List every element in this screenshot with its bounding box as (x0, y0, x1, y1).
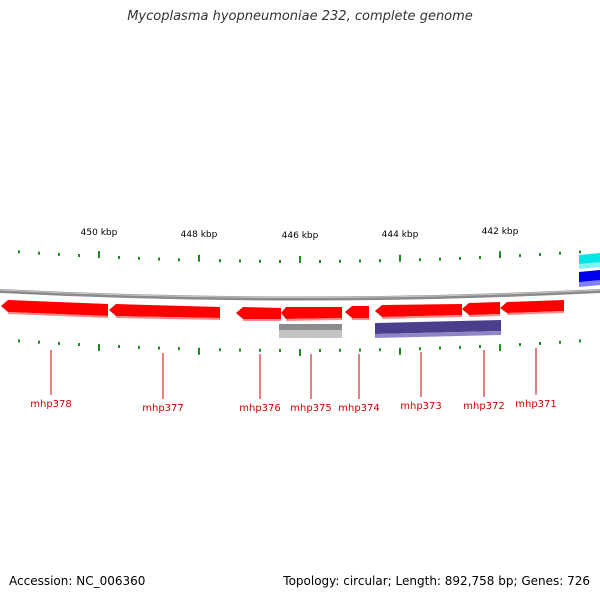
gene-arrows (1, 300, 564, 321)
genome-title: Mycoplasma hyopneumoniae 232, complete g… (127, 9, 473, 24)
gene-label-mhp371[interactable]: mhp371 (515, 399, 557, 410)
gene-arrow-mhp378[interactable] (1, 300, 108, 318)
lower-tick-row (18, 339, 581, 356)
scale-labels: 450 kbp 448 kbp 446 kbp 444 kbp 442 kbp (81, 227, 519, 241)
gene-arrow-mhp372[interactable] (462, 302, 500, 317)
gene-label-mhp373[interactable]: mhp373 (400, 401, 442, 412)
scale-label-444kbp: 444 kbp (382, 230, 419, 240)
gene-label-mhp378[interactable]: mhp378 (30, 399, 72, 410)
scale-label-450kbp: 450 kbp (81, 228, 118, 238)
gene-label-mhp374[interactable]: mhp374 (338, 403, 380, 414)
upper-tick-row (18, 250, 581, 263)
scale-label-442kbp: 442 kbp (482, 227, 519, 237)
genome-summary-text: Topology: circular; Length: 892,758 bp; … (283, 574, 590, 588)
gene-arrow-mhp375[interactable] (281, 307, 342, 321)
cyan-feature (579, 253, 600, 269)
gene-arrow-mhp371[interactable] (500, 300, 564, 315)
gene-label-mhp376[interactable]: mhp376 (239, 403, 281, 414)
gene-arrow-mhp374[interactable] (345, 306, 369, 320)
genome-backbone-highlight (0, 289, 600, 298)
gene-labels: mhp378 mhp377 mhp376 mhp375 mhp374 mhp373 mhp3… (30, 348, 557, 414)
gene-label-mhp375[interactable]: mhp375 (290, 403, 332, 414)
scale-label-448kbp: 448 kbp (181, 230, 218, 240)
gene-label-mhp377[interactable]: mhp377 (142, 403, 184, 414)
scale-label-446kbp: 446 kbp (282, 231, 319, 241)
gene-label-mhp372[interactable]: mhp372 (463, 401, 505, 412)
gene-arrow-mhp373[interactable] (375, 304, 462, 319)
gray-feature (279, 324, 342, 338)
genome-backbone (0, 289, 600, 301)
blue-feature (579, 270, 600, 287)
gene-arrow-mhp376[interactable] (236, 307, 281, 321)
accession-text: Accession: NC_006360 (9, 574, 146, 588)
purple-feature (375, 320, 501, 338)
gene-arrow-mhp377[interactable] (109, 304, 220, 320)
